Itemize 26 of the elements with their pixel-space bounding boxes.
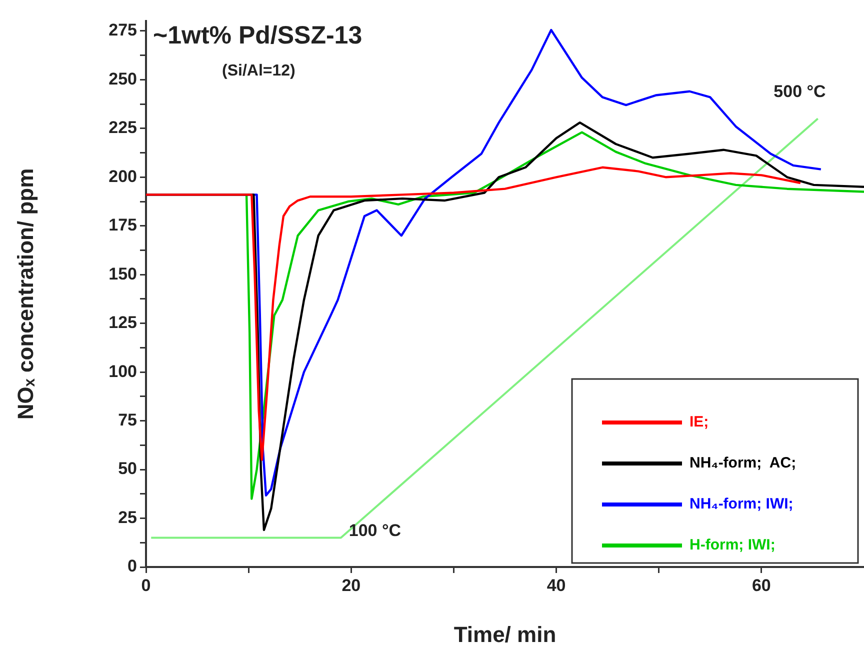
y-tick-label: 200 xyxy=(108,166,137,186)
y-tick-label: 175 xyxy=(108,216,137,235)
chart-title: ~1wt% Pd/SSZ-13 xyxy=(153,22,362,50)
annotation: 500 °C xyxy=(774,82,826,101)
y-tick-label: 75 xyxy=(118,410,137,430)
y-tick-label: 225 xyxy=(108,118,137,138)
x-axis-title: Time/ min xyxy=(454,622,556,647)
y-tick-label: 125 xyxy=(108,313,137,332)
text: (Si/Al=12) xyxy=(222,62,296,80)
y-tick-label: 25 xyxy=(118,508,137,527)
annotation: 100 °C xyxy=(348,520,402,540)
y-tick-label: 50 xyxy=(118,459,137,478)
y-tick-label: 100 xyxy=(108,362,137,381)
text: IE; xyxy=(690,414,709,431)
x-tick-label: 60 xyxy=(752,576,771,595)
x-tick-label: 20 xyxy=(342,576,361,595)
x-tick-label: 0 xyxy=(141,576,151,595)
y-tick-label: 250 xyxy=(108,69,137,88)
text: NH₄-form; IWI; xyxy=(690,496,794,513)
y-tick-label: 0 xyxy=(128,556,137,576)
y-axis-title: NOₓ concentration/ ppm xyxy=(13,168,39,420)
text: H-form; IWI; xyxy=(690,536,776,554)
y-tick-label: 150 xyxy=(108,264,137,284)
y-tick-label: 275 xyxy=(108,20,137,40)
text: NH₄-form; AC; xyxy=(690,454,796,472)
x-tick-label: 40 xyxy=(546,576,566,595)
